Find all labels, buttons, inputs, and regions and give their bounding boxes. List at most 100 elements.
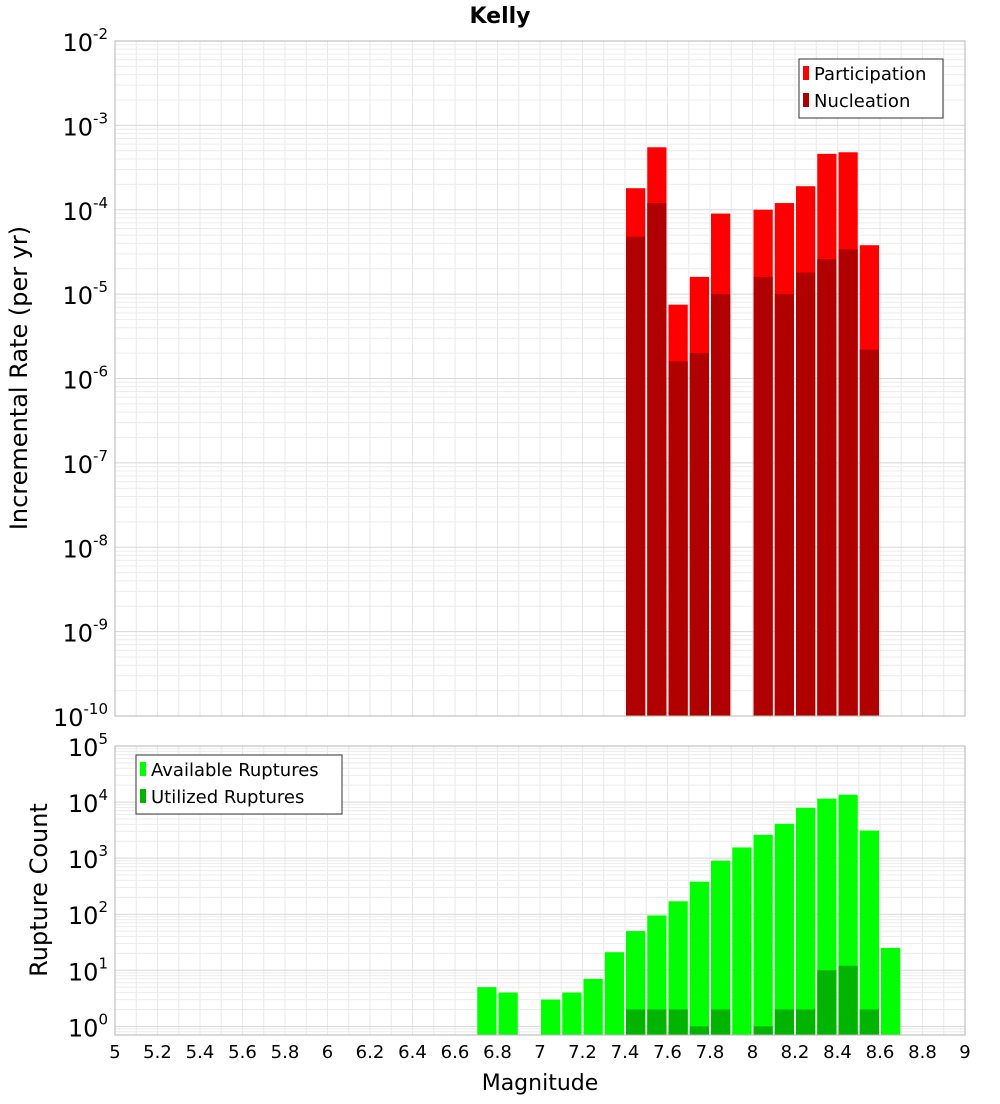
bar [711,294,731,716]
bottom-series-utilized-ruptures [626,965,879,1035]
legend-label: Participation [814,64,926,85]
bar [753,1026,773,1035]
x-tick-label: 5.2 [143,1042,172,1063]
bottom-legend: Available Ruptures Utilized Ruptures [135,754,343,815]
top-plot: 10-10 10-9 10-8 10-7 10-6 10-5 10-4 10-3 10-2 Par… [53,25,966,732]
chart-title: Kelly [469,4,530,29]
x-tick-label: 8.4 [823,1042,852,1063]
x-tick-label: 6.8 [483,1042,512,1063]
y-tick-label: 103 [68,842,108,874]
bar [541,999,561,1035]
bar [604,952,624,1035]
legend-swatch [140,762,146,776]
y-tick-label: 102 [68,898,108,930]
bottom-y-tick-labels: 100 101 102 103 104 105 [68,730,108,1042]
top-series-nucleation [626,203,879,716]
bar [647,203,667,716]
y-tick-label: 10-5 [62,278,108,310]
legend-box [798,58,944,119]
y-tick-label: 100 [68,1010,108,1042]
y-tick-label: 105 [68,730,108,762]
y-tick-label: 10-2 [62,25,108,57]
legend-label: Utilized Ruptures [151,787,304,808]
bar [498,992,518,1035]
bar [817,259,837,716]
y-tick-label: 104 [68,786,108,818]
bar [668,901,688,1035]
bar [732,847,752,1035]
bar [689,353,709,716]
bar [774,823,794,1035]
y-tick-label: 10-9 [62,616,108,648]
x-tick-label: 9 [959,1042,970,1063]
x-tick-label: 6 [322,1042,333,1063]
bar [647,915,667,1035]
bar [647,1009,667,1035]
legend-label: Nucleation [814,91,910,112]
bar [796,807,816,1035]
legend-swatch [803,66,809,80]
x-tick-label: 6.2 [356,1042,385,1063]
x-tick-label: 7.6 [653,1042,682,1063]
legend-swatch [140,789,146,803]
x-tick-label: 7 [534,1042,545,1063]
bar [626,1009,646,1035]
x-tick-label: 8.6 [866,1042,895,1063]
x-tick-labels: 5 5.2 5.4 5.6 5.8 6 6.2 6.4 6.6 6.8 7 7.2 7.4 7.6 7.8 8… [109,1042,970,1063]
y-tick-label: 10-6 [62,363,108,395]
y-tick-label: 10-4 [62,194,108,226]
x-axis-label: Magnitude [482,1071,599,1096]
legend-swatch [803,93,809,107]
bottom-plot-frame [114,745,966,1036]
x-tick-label: 5.8 [271,1042,300,1063]
y-tick-label: 10-7 [62,447,108,479]
bar [881,947,901,1035]
y-tick-label: 10-3 [62,109,108,141]
bar [774,1009,794,1035]
legend-box [135,754,343,815]
bar [477,987,497,1035]
top-y-axis-label: Incremental Rate (per yr) [5,226,33,530]
top-plot-frame [114,40,966,717]
bar [753,834,773,1035]
x-tick-label: 6.4 [398,1042,427,1063]
y-tick-label: 101 [68,954,108,986]
bar [668,361,688,716]
bar [689,881,709,1035]
bar [859,830,879,1035]
top-legend: Participation Nucleation [798,58,944,119]
bar [668,1009,688,1035]
bar [796,272,816,716]
bar [711,860,731,1035]
y-tick-label: 10-10 [53,700,108,732]
bar [753,276,773,716]
x-tick-label: 8.2 [781,1042,810,1063]
x-tick-label: 7.4 [611,1042,640,1063]
bottom-plot: 100 101 102 103 104 105 5 5.2 5.4 5.6 5.8 6 6.2 6.4 6.… [68,730,971,1063]
x-tick-label: 8 [747,1042,758,1063]
x-tick-label: 5 [109,1042,120,1063]
y-tick-label: 10-8 [62,531,108,563]
bar [626,236,646,716]
top-y-tick-labels: 10-10 10-9 10-8 10-7 10-6 10-5 10-4 10-3 10-2 [53,25,108,732]
x-tick-label: 6.6 [441,1042,470,1063]
bar [796,1009,816,1035]
bar [583,978,603,1035]
x-tick-label: 8.8 [908,1042,937,1063]
x-tick-label: 5.6 [228,1042,257,1063]
x-tick-label: 5.4 [186,1042,215,1063]
bar [838,965,858,1035]
bar [817,970,837,1035]
legend-label: Available Ruptures [151,760,319,781]
bottom-y-axis-label: Rupture Count [25,803,53,977]
bar [562,992,582,1035]
bar [838,249,858,716]
bar [774,294,794,716]
x-tick-label: 7.2 [568,1042,597,1063]
bar [626,931,646,1035]
bar [711,1009,731,1035]
bar [859,1009,879,1035]
bar [859,349,879,716]
